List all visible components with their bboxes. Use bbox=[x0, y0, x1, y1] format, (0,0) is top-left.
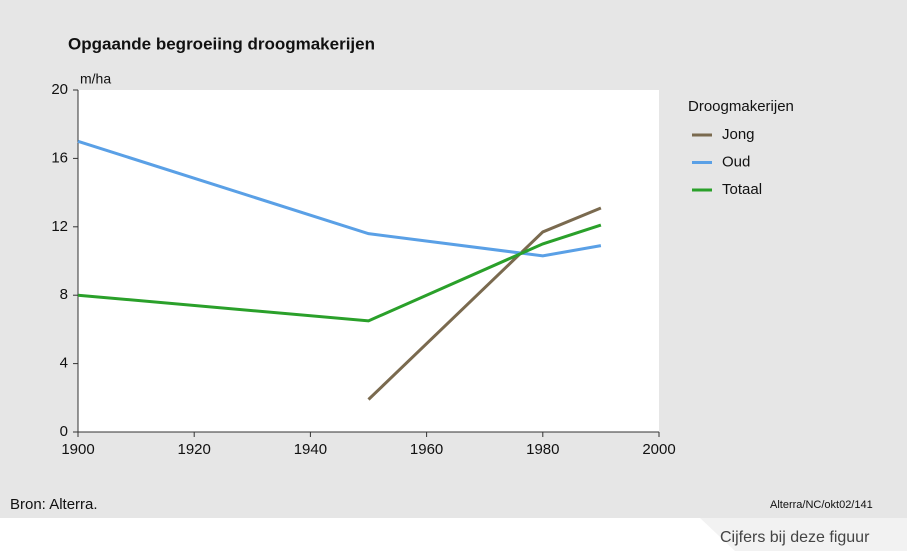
source: Bron: Alterra. bbox=[10, 496, 98, 513]
x-tick-label: 1960 bbox=[410, 441, 443, 458]
x-tick-label: 1900 bbox=[61, 441, 94, 458]
x-tick-label: 2000 bbox=[642, 441, 675, 458]
x-tick-label: 1980 bbox=[526, 441, 559, 458]
y-axis-label: m/ha bbox=[80, 71, 111, 87]
data-link[interactable]: Cijfers bij deze figuur bbox=[720, 529, 870, 546]
y-tick-label: 16 bbox=[51, 149, 68, 166]
x-tick-label: 1940 bbox=[294, 441, 327, 458]
credit: Alterra/NC/okt02/141 bbox=[770, 499, 873, 511]
legend-title: Droogmakerijen bbox=[688, 98, 794, 115]
y-tick-label: 8 bbox=[60, 286, 68, 303]
y-tick-label: 20 bbox=[51, 81, 68, 98]
line-series bbox=[77, 223, 602, 323]
x-tick-label: 1920 bbox=[178, 441, 211, 458]
legend-label: Jong bbox=[722, 126, 755, 143]
line-series bbox=[77, 139, 602, 258]
line-series bbox=[367, 206, 602, 401]
y-tick-label: 4 bbox=[60, 355, 68, 372]
y-tick-label: 12 bbox=[51, 218, 68, 235]
link-tab bbox=[700, 518, 907, 551]
legend-label: Oud bbox=[722, 153, 750, 170]
legend-label: Totaal bbox=[722, 181, 762, 198]
chart-title: Opgaande begroeiing droogmakerijen bbox=[68, 34, 375, 53]
y-tick-label: 0 bbox=[60, 423, 68, 440]
plot-area bbox=[78, 90, 659, 432]
